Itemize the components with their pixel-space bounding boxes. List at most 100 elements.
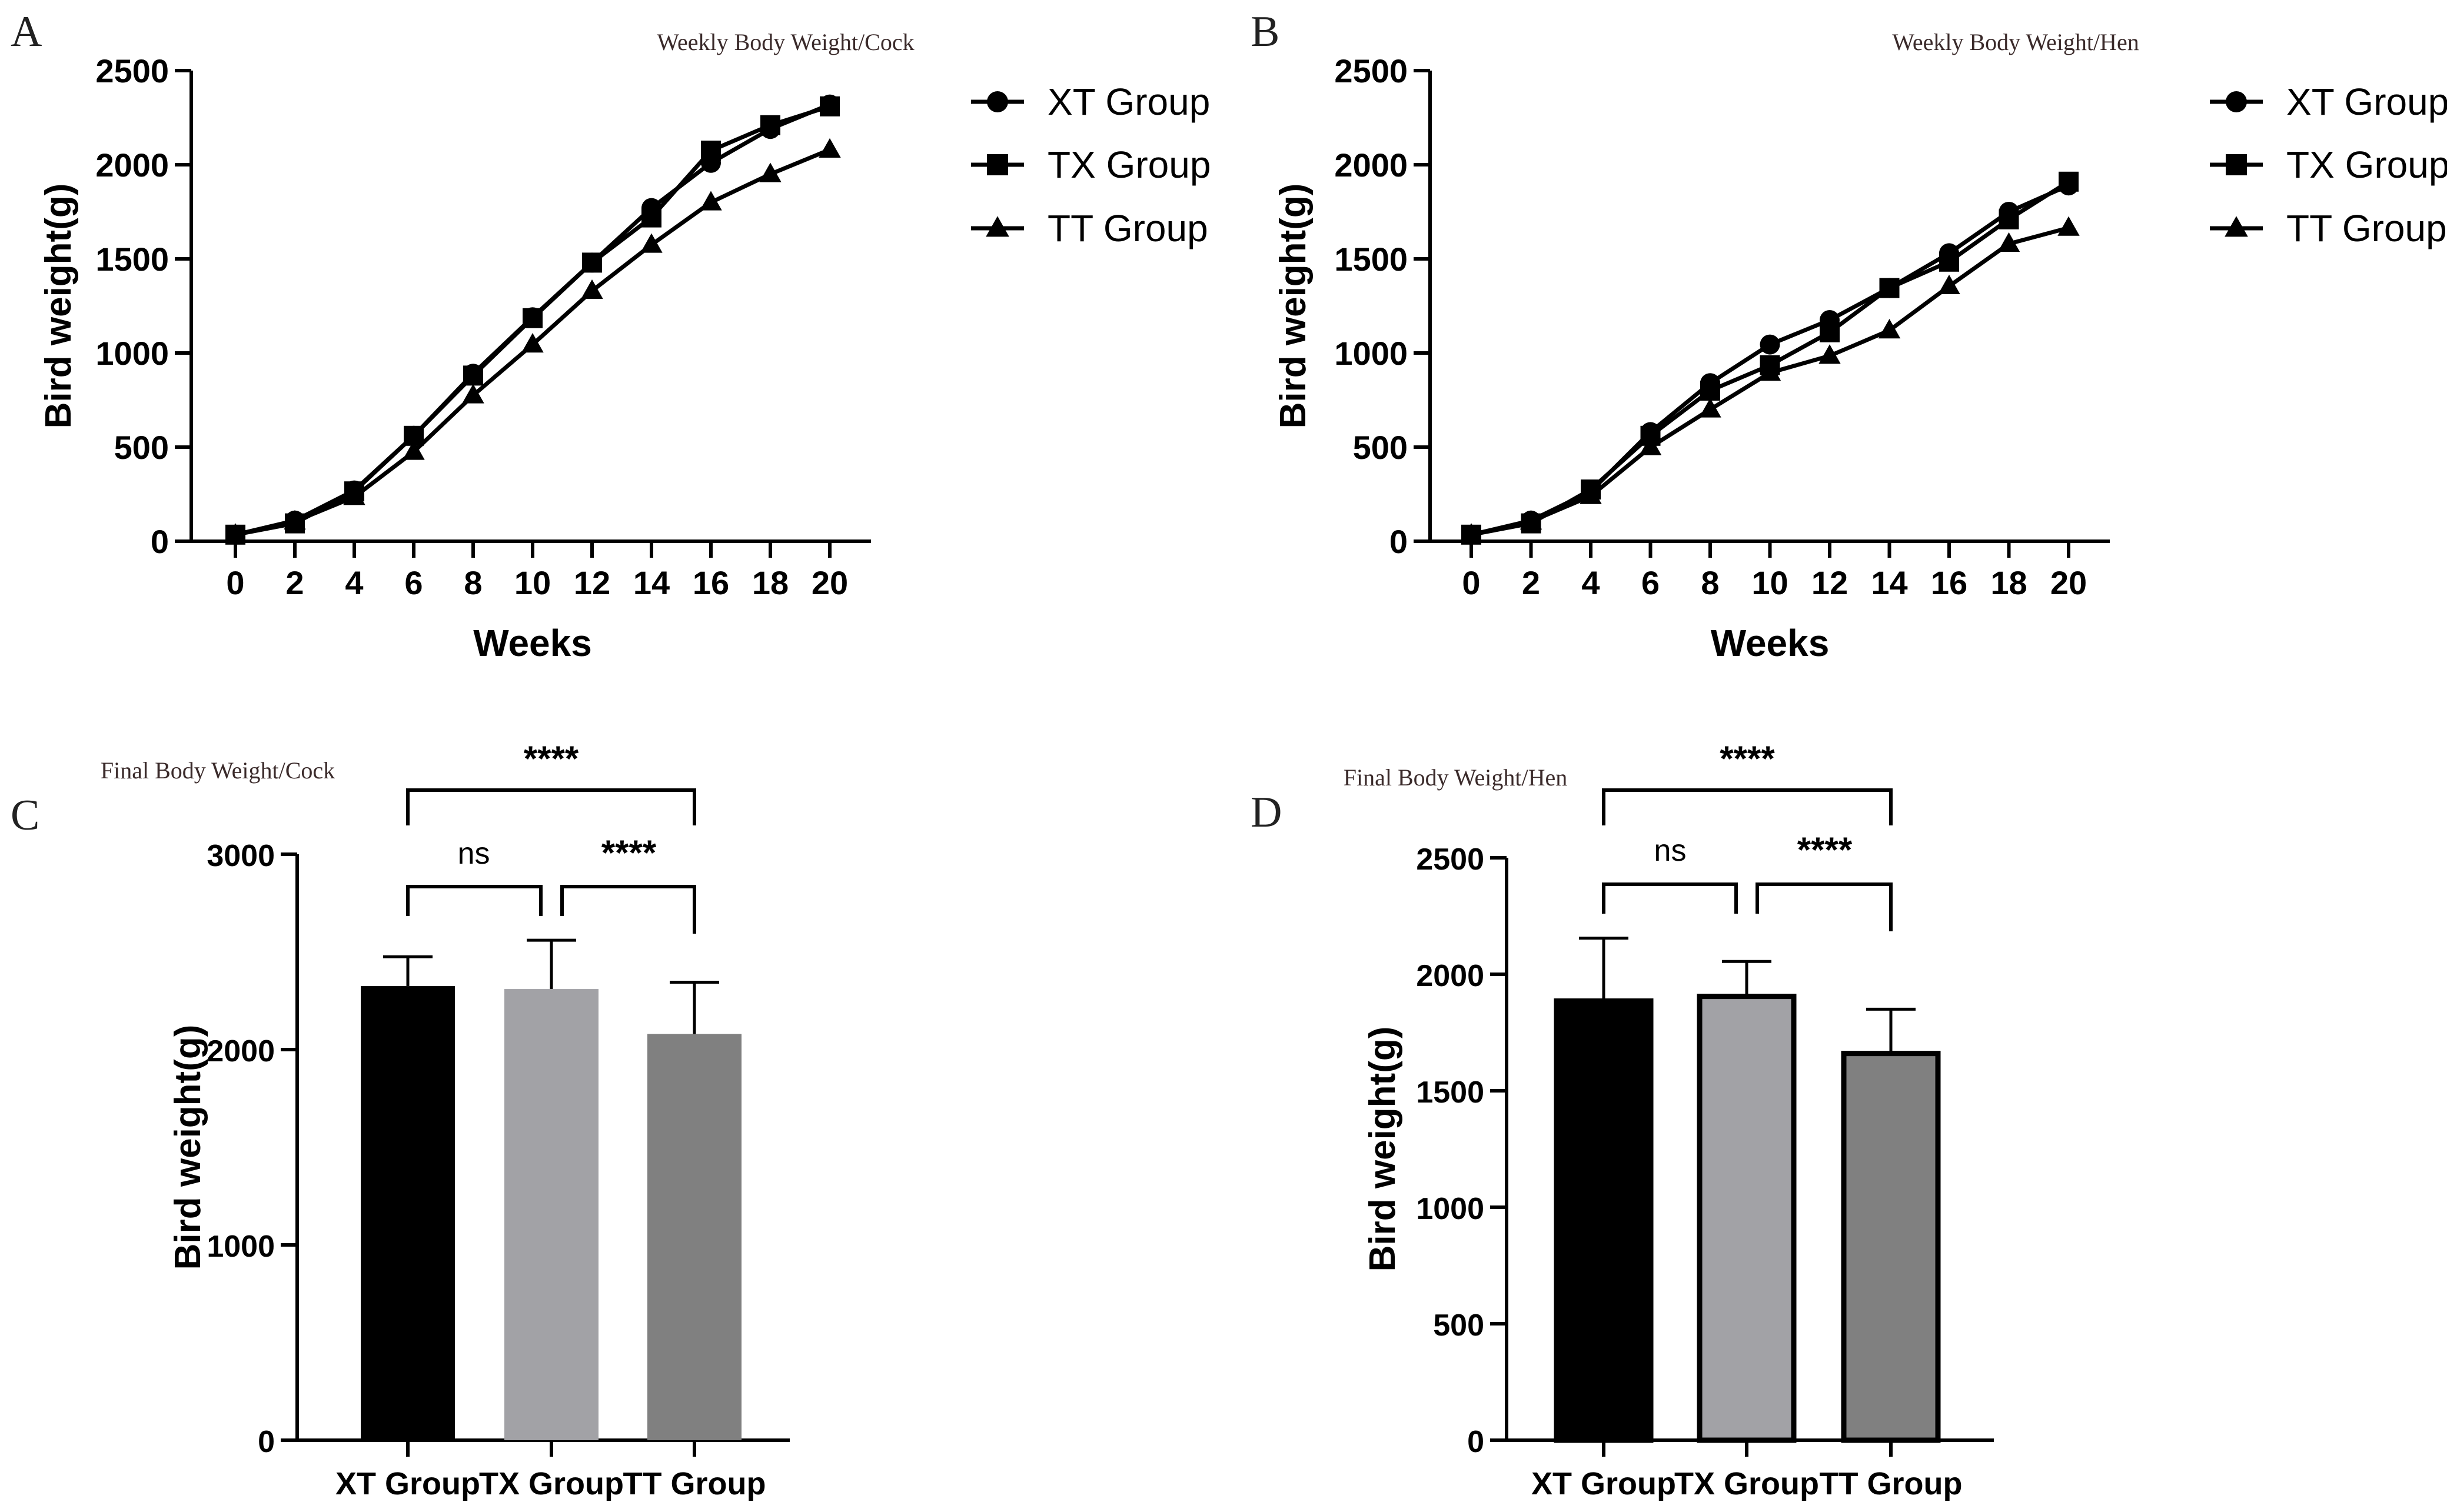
data-point [1878, 319, 1901, 339]
category-label: XT Group [335, 1466, 480, 1501]
legend-marker [987, 91, 1008, 112]
data-point [1939, 251, 1959, 272]
y-tick-label: 500 [1433, 1308, 1484, 1343]
series-tt-group [224, 138, 841, 543]
significance-bracket [1602, 788, 1893, 825]
x-tick-label: 14 [1871, 564, 1907, 601]
data-point [521, 333, 544, 353]
category-label: TX Group [1674, 1466, 1819, 1501]
data-point [819, 138, 841, 158]
legend-label: TX Group [2286, 144, 2447, 186]
legend-marker [2226, 154, 2247, 175]
series-tt-group [1460, 216, 2080, 543]
panel-letter: B [1251, 8, 1279, 56]
bar-group-tx-group: TX Group [479, 938, 624, 1501]
x-tick-label: 14 [633, 564, 670, 601]
x-tick-label: 12 [574, 564, 610, 601]
data-point [701, 141, 721, 161]
panel-a-weekly-cock: A Weekly Body Weight/Cock 0 500 1000 1500 2000… [11, 8, 1211, 664]
y-tick-label: 0 [1389, 523, 1408, 560]
bar [1697, 994, 1797, 1443]
panel-letter: D [1251, 788, 1282, 837]
significance-bracket [560, 885, 696, 934]
bar-group-tt-group: TT Group [623, 980, 766, 1501]
data-point [2057, 216, 2080, 236]
x-tick-label: 18 [1990, 564, 2027, 601]
y-axis-label: Bird weight(g) [38, 184, 79, 429]
chart-title: Weekly Body Weight/Cock [657, 29, 914, 55]
y-tick-label: 2500 [1416, 842, 1484, 877]
significance-label: **** [1797, 830, 1853, 870]
chart-title: Weekly Body Weight/Hen [1892, 29, 2139, 55]
x-tick-label: 4 [1581, 564, 1600, 601]
data-point [1879, 278, 1900, 298]
y-tick-label: 1000 [1334, 335, 1408, 372]
x-tick-label: 4 [345, 564, 363, 601]
panel-b-weekly-hen: B Weekly Body Weight/Hen 0 500 1000 1500 2000 2… [1251, 8, 2447, 664]
x-tick-label: 0 [1462, 564, 1480, 601]
x-tick-label: 8 [1701, 564, 1719, 601]
bar [361, 986, 455, 1440]
significance-bracket [1756, 882, 1893, 931]
x-tick-label: 8 [464, 564, 482, 601]
x-tick-label: 10 [1751, 564, 1788, 601]
y-tick-label: 1500 [1416, 1075, 1484, 1110]
legend-entry: TT Group [971, 207, 1208, 249]
legend-label: TT Group [2286, 207, 2447, 249]
y-tick-label: 1000 [1416, 1192, 1484, 1226]
legend-entry: TX Group [971, 144, 1211, 186]
y-tick-label: 1000 [95, 335, 169, 372]
legend-entry: XT Group [971, 81, 1210, 123]
x-tick-label: 20 [812, 564, 848, 601]
data-point [640, 233, 663, 253]
y-tick-label: 3000 [207, 839, 275, 873]
x-axis-label: Weeks [1711, 622, 1830, 664]
data-point [284, 509, 306, 529]
legend-label: TX Group [1048, 144, 1211, 186]
legend-label: TT Group [1048, 207, 1208, 249]
x-tick-label: 6 [1641, 564, 1660, 601]
bar-group-tx-group: TX Group [1674, 960, 1819, 1501]
chart-title: Final Body Weight/Cock [101, 757, 335, 784]
legend-entry: TX Group [2210, 144, 2447, 186]
x-tick-label: 18 [752, 564, 789, 601]
data-point [1580, 484, 1602, 504]
x-tick-label: 20 [2050, 564, 2087, 601]
y-tick-label: 0 [1467, 1425, 1484, 1459]
category-label: XT Group [1531, 1466, 1676, 1501]
y-tick-label: 500 [1353, 429, 1408, 466]
legend-entry: XT Group [2210, 81, 2447, 123]
category-label: TT Group [623, 1466, 766, 1501]
legend-marker [2226, 91, 2247, 112]
x-tick-label: 6 [404, 564, 423, 601]
x-tick-label: 0 [226, 564, 244, 601]
data-point [820, 96, 840, 116]
data-point [2059, 171, 2079, 192]
data-point [403, 440, 425, 460]
y-tick-label: 2000 [207, 1034, 275, 1068]
data-point [523, 308, 543, 328]
y-tick-label: 500 [114, 429, 169, 466]
data-point [1997, 232, 2020, 252]
x-tick-label: 12 [1811, 564, 1848, 601]
legend-label: XT Group [2286, 81, 2447, 123]
x-tick-label: 2 [285, 564, 304, 601]
data-point [759, 162, 782, 182]
y-tick-label: 1000 [207, 1230, 275, 1264]
bar [1841, 1051, 1941, 1443]
category-label: TT Group [1820, 1466, 1963, 1501]
panel-letter: C [11, 791, 39, 840]
data-point [1760, 334, 1780, 355]
y-tick-label: 2000 [95, 146, 169, 184]
panel-d-final-hen: D Final Body Weight/Hen 0 500 1000 1500 2000 25… [1251, 739, 1994, 1501]
bar-group-xt-group: XT Group [335, 955, 480, 1501]
data-point [1999, 209, 2019, 229]
data-point [1460, 523, 1482, 543]
y-tick-label: 2500 [95, 52, 169, 89]
data-point [582, 252, 602, 273]
data-point [1700, 381, 1720, 401]
x-tick-label: 2 [1522, 564, 1540, 601]
data-point [1520, 509, 1542, 529]
data-point [1820, 322, 1840, 342]
significance-label: **** [601, 833, 657, 872]
